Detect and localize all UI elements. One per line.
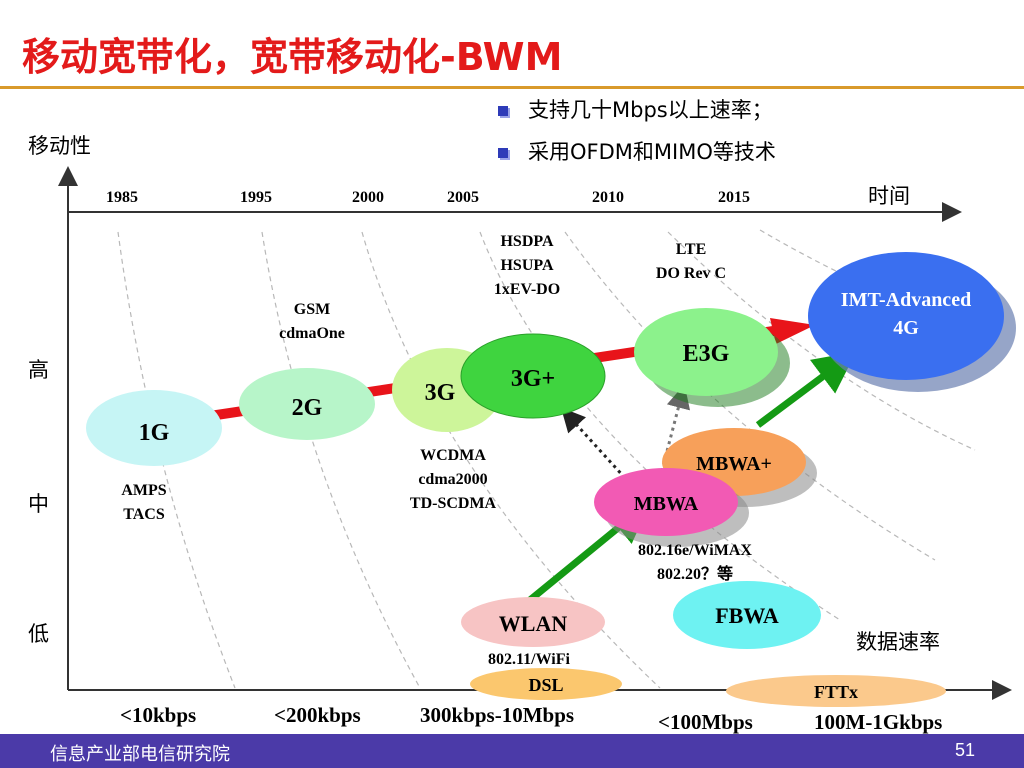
year-1985: 1985 — [106, 189, 138, 206]
tech-amps: AMPS — [121, 482, 167, 499]
bullet-item-tech: 采用OFDM和MIMO等技术 — [498, 136, 776, 166]
node-dsl-label: DSL — [528, 675, 563, 695]
mbwaplus-to-imt-arrow — [755, 351, 857, 428]
rate-label-3: 300kbps-10Mbps — [420, 703, 575, 727]
tech-gsm: GSM — [293, 301, 331, 318]
tech-tacs: TACS — [123, 506, 165, 523]
mobility-medium-label: 中 — [28, 492, 49, 516]
node-fttx: FTTx — [726, 675, 946, 707]
tech-wifi: 802.11/WiFi — [488, 651, 570, 668]
tech-label-3g: WCDMA cdma2000 TD-SCDMA — [388, 444, 518, 516]
title-divider — [0, 86, 1024, 89]
year-2010: 2010 — [592, 189, 624, 206]
tech-label-e3g: LTE DO Rev C — [636, 238, 746, 286]
node-dsl: DSL — [470, 668, 622, 700]
node-3g-plus: 3G+ — [460, 333, 606, 419]
node-1g-label: 1G — [139, 420, 170, 446]
time-axis-label: 时间 — [868, 184, 910, 208]
node-3g-label: 3G — [425, 380, 456, 406]
page-title: 移动宽带化，宽带移动化-BWM — [22, 35, 563, 79]
mbwa-to-3gplus-dotted-arrow — [560, 407, 627, 480]
tech-wimax: 802.16e/WiMAX — [638, 542, 752, 559]
node-imt-line2: 4G — [893, 317, 919, 339]
node-imt-line1: IMT-Advanced — [841, 289, 971, 311]
tech-label-2g: GSM cdmaOne — [262, 298, 362, 346]
rate-axis-label: 数据速率 — [856, 630, 940, 654]
rate-label-2: <200kbps — [274, 703, 361, 727]
year-2005: 2005 — [447, 189, 479, 206]
tech-cdmaone: cdmaOne — [279, 325, 345, 342]
footer-organization: 信息产业部电信研究院 — [50, 744, 230, 765]
tech-td-scdma: TD-SCDMA — [409, 495, 497, 512]
node-fttx-label: FTTx — [814, 682, 858, 702]
tech-label-1g: AMPS TACS — [104, 479, 184, 527]
year-2015: 2015 — [718, 189, 750, 206]
year-1995: 1995 — [240, 189, 272, 206]
node-mbwa: MBWA — [594, 468, 749, 547]
tech-1xev-do: 1xEV-DO — [493, 281, 561, 298]
node-wlan-label: WLAN — [499, 611, 568, 636]
node-mbwa-label: MBWA — [634, 493, 699, 515]
rate-label-4: <100Mbps — [658, 710, 753, 734]
node-2g: 2G — [239, 368, 375, 440]
node-2g-label: 2G — [292, 395, 323, 421]
node-fbwa-label: FBWA — [715, 603, 779, 628]
node-3g-plus-label: 3G+ — [511, 366, 555, 392]
y-axis-label: 移动性 — [28, 134, 91, 158]
year-2000: 2000 — [352, 189, 384, 206]
node-1g: 1G — [86, 390, 222, 466]
mobility-high-label: 高 — [28, 358, 49, 382]
tech-cdma2000: cdma2000 — [418, 471, 488, 488]
node-e3g: E3G — [634, 308, 790, 407]
bullet-item-rate: 支持几十Mbps以上速率； — [498, 94, 773, 124]
tech-hsdpa: HSDPA — [500, 233, 554, 250]
square-bullet-icon — [498, 106, 508, 116]
node-wlan: WLAN — [461, 597, 605, 647]
tech-hsupa: HSUPA — [500, 257, 554, 274]
node-e3g-label: E3G — [683, 341, 730, 367]
bullet-text-rate: 支持几十Mbps以上速率； — [528, 98, 773, 122]
tech-wcdma: WCDMA — [420, 447, 486, 464]
node-mbwa-plus-label: MBWA+ — [696, 453, 772, 475]
tech-do-rev-c: DO Rev C — [655, 265, 727, 282]
tech-label-mbwa: 802.16e/WiMAX 802.20？等 — [610, 539, 780, 587]
tech-80220: 802.20？等 — [656, 566, 733, 583]
tech-label-3g-plus: HSDPA HSUPA 1xEV-DO — [472, 230, 582, 302]
square-bullet-icon — [498, 148, 508, 158]
tech-lte: LTE — [675, 241, 707, 258]
rate-label-1: <10kbps — [120, 703, 197, 727]
page-number: 51 — [955, 740, 976, 760]
bullet-text-tech: 采用OFDM和MIMO等技术 — [528, 140, 776, 164]
mobility-low-label: 低 — [28, 622, 49, 646]
footer-bar — [0, 734, 1024, 768]
tech-label-wlan: 802.11/WiFi — [464, 648, 594, 672]
node-fbwa: FBWA — [673, 581, 821, 649]
rate-label-5: 100M-1Gkbps — [814, 710, 943, 734]
node-imt-advanced: IMT-Advanced 4G — [808, 252, 1016, 392]
